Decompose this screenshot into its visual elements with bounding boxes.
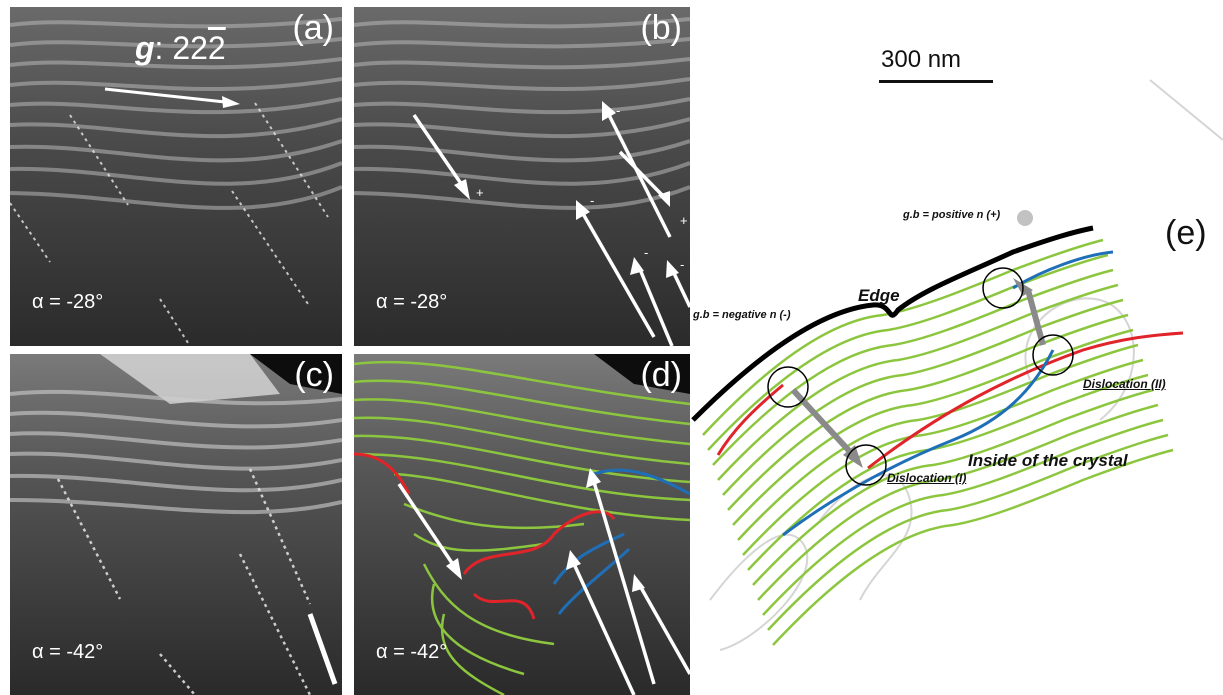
panel-b-micrograph (354, 7, 690, 346)
panel-b-label: (b) (640, 9, 682, 47)
schematic-diagram (691, 210, 1184, 646)
panel-b: (b) α = -28° - + - + - - (354, 7, 690, 346)
panel-b-sign-4: + (680, 213, 688, 228)
scale-bar-label: 300 nm (881, 46, 962, 73)
panel-b-sign-5: - (644, 245, 649, 260)
panel-a-tilt-angle: α = -28° (32, 291, 104, 313)
diffraction-vector-label: g: 222 (135, 30, 226, 66)
panel-b-tilt-angle: α = -28° (376, 291, 448, 313)
positive-gb-label: g.b = positive n (+) (903, 209, 1001, 221)
panel-c-micrograph (10, 354, 342, 695)
dislocation-2-label: Dislocation (II) (1083, 377, 1166, 391)
edge-label: Edge (858, 286, 900, 305)
inside-crystal-label: Inside of the crystal (968, 451, 1128, 470)
panel-a: g: 222 (a) α = -28° (10, 7, 342, 346)
scale-bar (879, 80, 993, 83)
panel-d-tilt-angle: α = -42° (376, 641, 448, 663)
panel-c: (c) α = -42° (10, 354, 342, 695)
panel-c-label: (c) (294, 356, 334, 394)
panel-a-label: (a) (292, 9, 334, 47)
panel-b-sign-2: + (476, 185, 484, 200)
schematic-label: (e) (1165, 214, 1207, 252)
negative-gb-label: g.b = negative n (-) (693, 309, 791, 321)
panel-b-sign-1: - (616, 103, 621, 118)
dislocation-1-label: Dislocation (I) (887, 471, 967, 485)
panel-a-micrograph (10, 7, 342, 346)
panel-b-sign-6: - (680, 257, 685, 272)
panel-d: (d) α = -42° (354, 354, 690, 695)
panel-b-sign-3: - (590, 193, 595, 208)
panel-d-micrograph (354, 354, 690, 695)
panel-c-tilt-angle: α = -42° (32, 641, 104, 663)
panel-d-label: (d) (640, 356, 682, 394)
